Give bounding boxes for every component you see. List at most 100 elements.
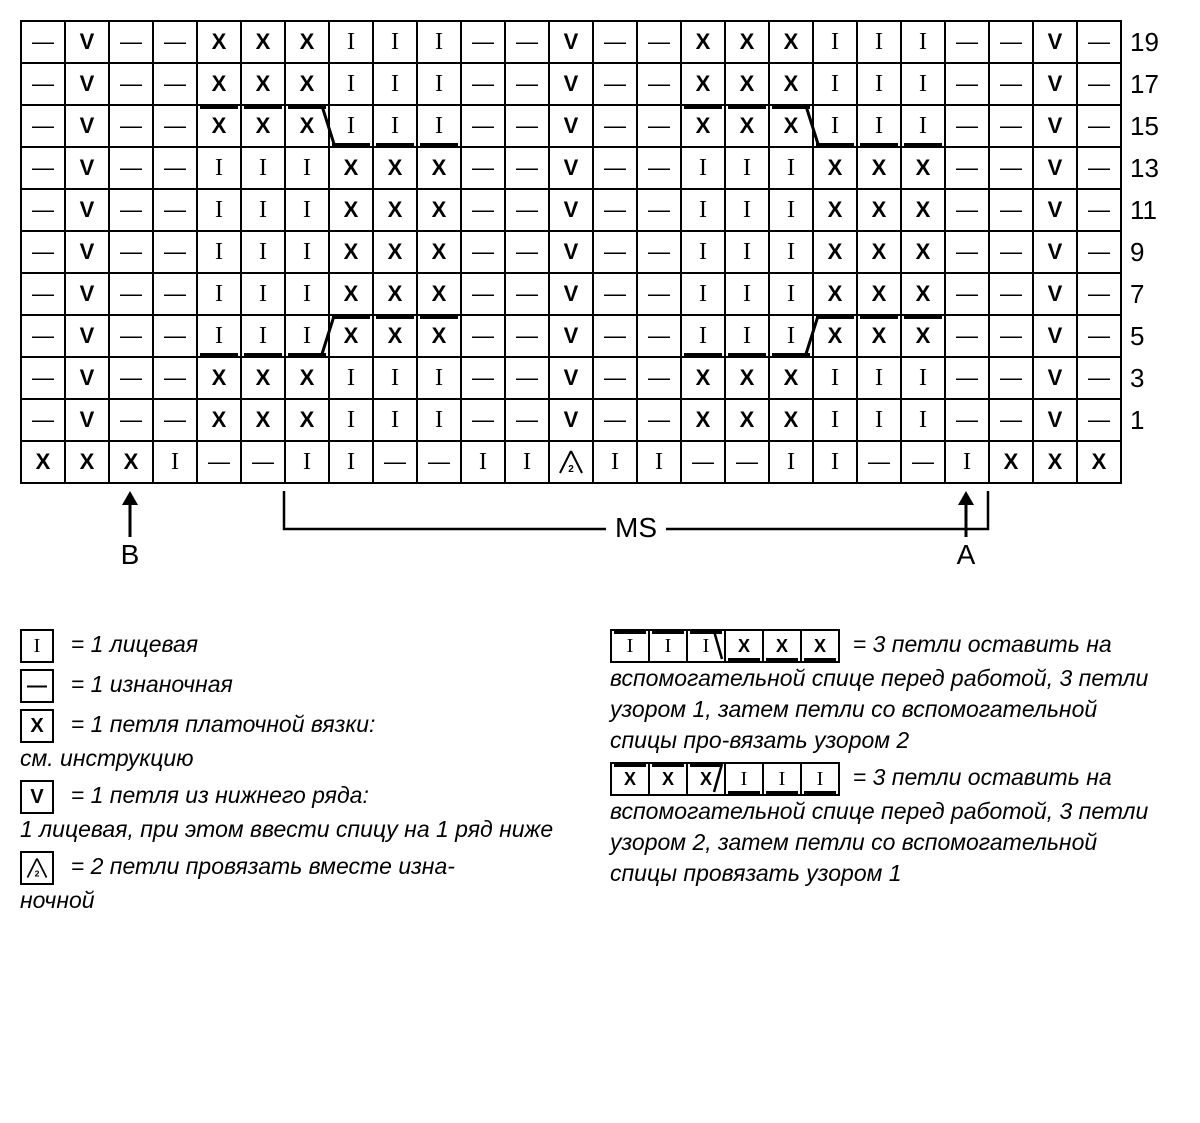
chart-cell [505, 315, 549, 357]
ms-bracket: MS [20, 489, 1173, 584]
chart-cell [549, 399, 593, 441]
chart-cell: 2 [549, 441, 593, 483]
legend-right: = 3 петли оставить на вспомогательной сп… [610, 629, 1160, 922]
chart-cell [285, 399, 329, 441]
chart-cell [241, 273, 285, 315]
chart-cell [241, 147, 285, 189]
chart-cell [153, 105, 197, 147]
chart-cell [417, 231, 461, 273]
chart-cell [153, 147, 197, 189]
chart-cell [65, 399, 109, 441]
chart-cell [109, 273, 153, 315]
chart-cell [197, 63, 241, 105]
chart-cell [989, 399, 1033, 441]
chart-cell [285, 189, 329, 231]
chart-cell [329, 231, 373, 273]
chart-cell [901, 399, 945, 441]
chart-cell [593, 21, 637, 63]
chart-cell [945, 315, 989, 357]
chart-cell [637, 273, 681, 315]
chart-cell [637, 21, 681, 63]
chart-cell [637, 147, 681, 189]
chart-cell [725, 63, 769, 105]
row-number: 5 [1121, 315, 1172, 357]
chart-cell [21, 315, 65, 357]
chart-cell [109, 105, 153, 147]
chart-cell [989, 147, 1033, 189]
legend-left: I = 1 лицевая— = 1 изнаночнаяX = 1 петля… [20, 629, 570, 922]
chart-cell [901, 441, 945, 483]
chart-cell [637, 189, 681, 231]
chart-cell [109, 63, 153, 105]
chart-cell [901, 357, 945, 399]
chart-cell [1033, 231, 1077, 273]
chart-cell [901, 273, 945, 315]
chart-cell [329, 147, 373, 189]
chart-cell [769, 399, 813, 441]
chart-cell [857, 231, 901, 273]
chart-cell [21, 357, 65, 399]
chart-cell [197, 357, 241, 399]
legend-item: X = 1 петля платочной вязки:см. инструкц… [20, 709, 570, 774]
chart-cell [109, 357, 153, 399]
chart-cell [681, 105, 725, 147]
chart-cell [1077, 399, 1121, 441]
chart-cell [593, 231, 637, 273]
chart-cell [329, 273, 373, 315]
chart-cell [989, 273, 1033, 315]
chart-cell [109, 315, 153, 357]
chart-cell [989, 441, 1033, 483]
chart-cell [197, 189, 241, 231]
chart-cell [989, 231, 1033, 273]
chart-cell [857, 315, 901, 357]
row-number: 13 [1121, 147, 1172, 189]
chart-cell [505, 21, 549, 63]
chart-cell [153, 21, 197, 63]
chart-cell [505, 231, 549, 273]
chart-cell [461, 147, 505, 189]
chart-cell [725, 273, 769, 315]
chart-cell [1077, 105, 1121, 147]
chart-cell [417, 105, 461, 147]
chart-cell [637, 105, 681, 147]
chart-cell [1077, 357, 1121, 399]
chart-cell [593, 441, 637, 483]
chart-cell [593, 357, 637, 399]
chart-cell [65, 63, 109, 105]
chart-cell [65, 441, 109, 483]
svg-text:2: 2 [35, 869, 40, 879]
chart-cell [505, 357, 549, 399]
row-number: 17 [1121, 63, 1172, 105]
chart-cell [1077, 273, 1121, 315]
chart-cell [461, 21, 505, 63]
chart-cell [857, 105, 901, 147]
chart-cell [153, 63, 197, 105]
chart-cell [21, 147, 65, 189]
row-number: 3 [1121, 357, 1172, 399]
chart-cell [329, 105, 373, 147]
chart-cell [901, 315, 945, 357]
chart-cell [461, 273, 505, 315]
chart-cell [153, 357, 197, 399]
chart-cell [65, 357, 109, 399]
chart-cell [241, 315, 285, 357]
legend-item: V = 1 петля из нижнего ряда:1 лицевая, п… [20, 780, 570, 845]
chart-cell [153, 189, 197, 231]
chart-cell [725, 315, 769, 357]
chart-cell [813, 105, 857, 147]
chart-cell [505, 441, 549, 483]
chart-cell [769, 231, 813, 273]
chart-cell [989, 315, 1033, 357]
chart-cell [549, 315, 593, 357]
chart-cell [681, 441, 725, 483]
chart-cell [285, 63, 329, 105]
chart-cell [857, 441, 901, 483]
chart-cell [725, 147, 769, 189]
chart-cell [153, 315, 197, 357]
chart-cell [241, 399, 285, 441]
chart-cell [1033, 189, 1077, 231]
chart-cell [901, 231, 945, 273]
chart-cell [1033, 105, 1077, 147]
chart-cell [637, 357, 681, 399]
chart-cell [373, 105, 417, 147]
